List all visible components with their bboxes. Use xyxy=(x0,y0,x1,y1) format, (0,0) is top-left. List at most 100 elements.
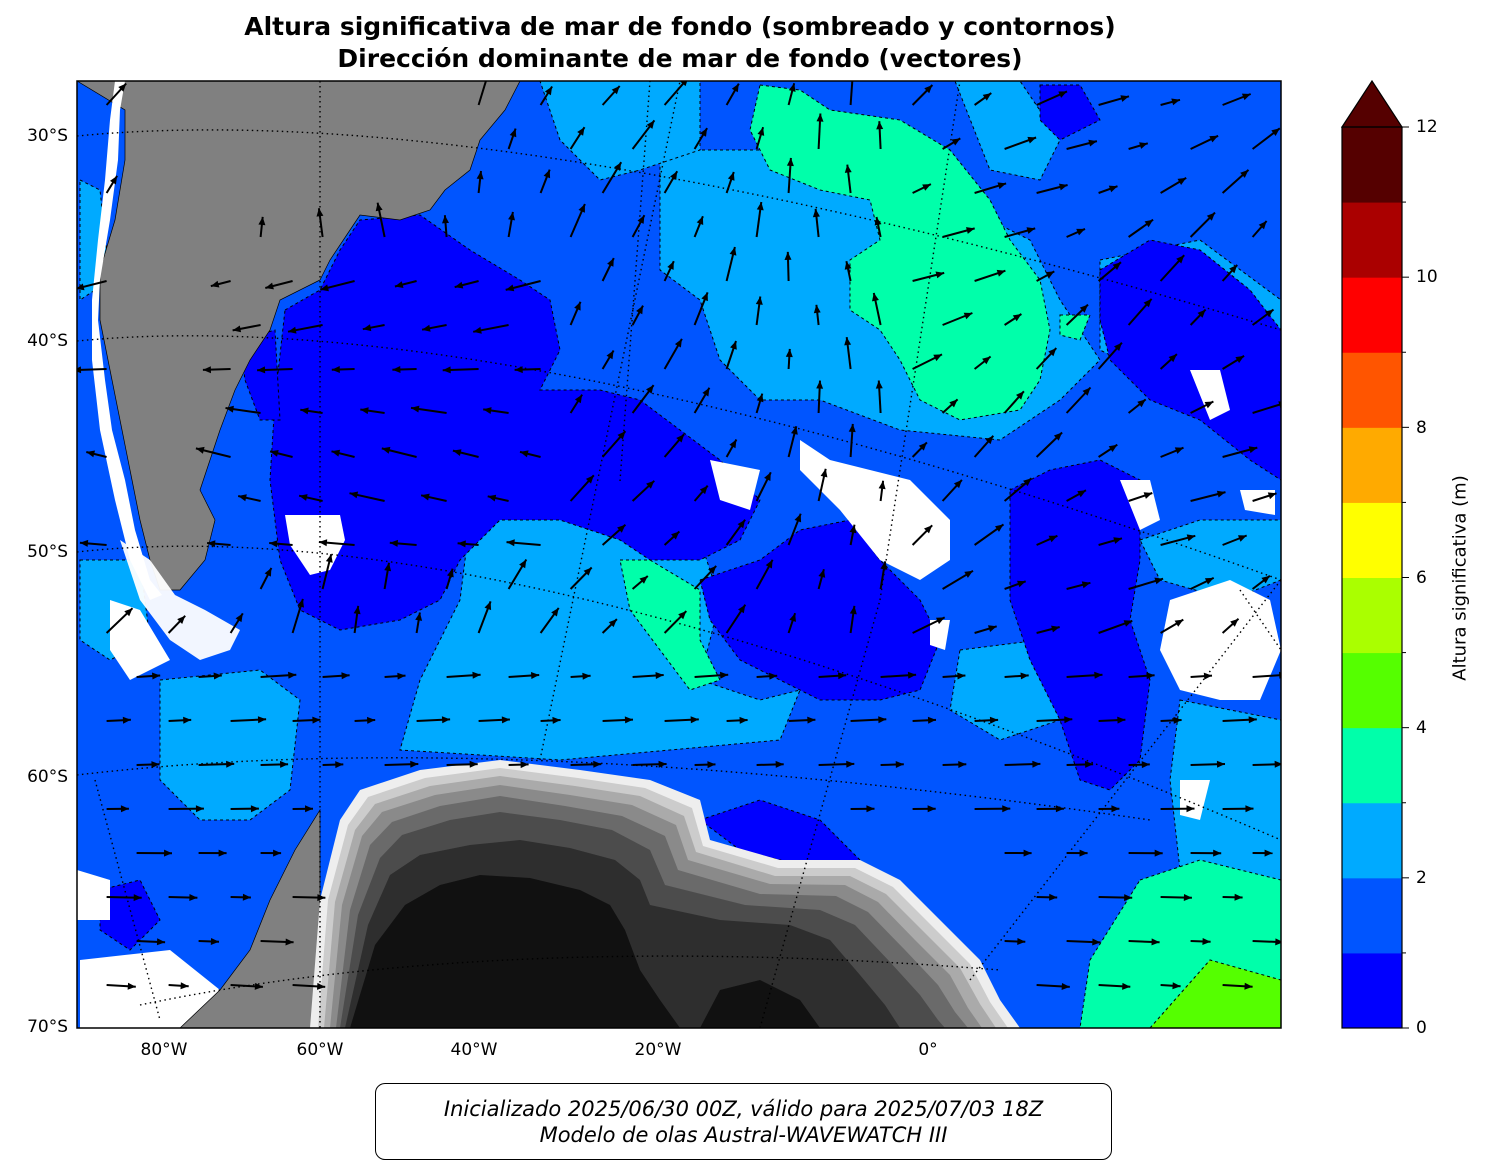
swell-vector-head xyxy=(933,354,942,362)
swell-vector-head xyxy=(1143,492,1153,499)
swell-vector-head xyxy=(1058,91,1067,98)
swell-vector-head xyxy=(985,435,994,445)
swell-vector-head xyxy=(922,184,931,191)
swell-vector-head xyxy=(189,894,198,901)
swell-vector-head xyxy=(958,761,967,768)
swell-vector-head xyxy=(483,72,490,81)
colorbar-segment xyxy=(1342,502,1402,578)
swell-vector-head xyxy=(608,619,617,628)
swell-vector-head xyxy=(1213,849,1222,857)
swell-vector-head xyxy=(273,849,282,857)
swell-vector-head xyxy=(924,525,933,534)
swell-vector-head xyxy=(122,716,131,724)
swell-vector-head xyxy=(1023,478,1032,487)
swell-vector-head xyxy=(316,208,324,217)
swell-vector-head xyxy=(1085,760,1094,768)
swell-vector-head xyxy=(577,127,585,136)
swell-vector-head xyxy=(1264,849,1273,857)
swell-vector-head xyxy=(1171,98,1180,106)
swell-vector-head xyxy=(242,893,251,901)
swell-vector-head xyxy=(708,565,717,575)
swell-vector-shaft xyxy=(1252,674,1281,678)
swell-vector-head xyxy=(270,450,279,457)
swell-vector-head xyxy=(874,217,882,226)
swell-vector-head xyxy=(1032,760,1041,768)
swell-vector-head xyxy=(367,716,376,724)
swell-vector-head xyxy=(846,760,855,768)
swell-vector-head xyxy=(501,716,510,724)
colorbar-segment xyxy=(1342,202,1402,278)
swell-vector-head xyxy=(476,171,484,180)
swell-vector-head xyxy=(1209,135,1219,143)
swell-vector-head xyxy=(637,215,645,224)
swell-vector-head xyxy=(785,348,793,358)
swell-vector-head xyxy=(1183,894,1192,901)
swell-vector-head xyxy=(1202,938,1211,945)
swell-vector-head xyxy=(849,524,857,534)
swell-vector-head xyxy=(907,671,917,679)
swell-vector-head xyxy=(769,672,778,680)
swell-vector-head xyxy=(655,672,664,679)
swell-vector-head xyxy=(875,380,883,389)
swell-vector-head xyxy=(953,479,962,489)
swell-vector-head xyxy=(360,407,369,415)
swell-vector-head xyxy=(509,128,517,138)
swell-vector-head xyxy=(505,284,515,292)
swell-vector-head xyxy=(362,324,372,332)
swell-vector-head xyxy=(680,81,688,87)
swell-vector-head xyxy=(151,761,160,769)
swell-vector-head xyxy=(1267,492,1277,500)
swell-vector-head xyxy=(1012,314,1022,322)
swell-vector-head xyxy=(1048,348,1057,357)
swell-vector-head xyxy=(791,426,798,435)
swell-vector-head xyxy=(611,86,620,95)
map-frame xyxy=(76,80,1282,1029)
swell-vector-head xyxy=(269,540,278,548)
lon-label-0: 0° xyxy=(918,1040,938,1060)
swell-vector-head xyxy=(1206,212,1215,221)
swell-vector-head xyxy=(784,251,792,260)
swell-vector-head xyxy=(1123,620,1133,627)
swell-vector-head xyxy=(232,325,242,333)
swell-vector-head xyxy=(927,805,936,813)
swell-vector-head xyxy=(508,211,515,221)
swell-vector-head xyxy=(257,716,267,724)
swell-vector-head xyxy=(1049,893,1058,901)
swell-vector-head xyxy=(1248,446,1258,454)
swell-vector-head xyxy=(794,513,802,523)
swell-vector-head xyxy=(120,805,129,813)
swell-vector-head xyxy=(1168,354,1177,363)
south-america-land xyxy=(77,81,521,591)
swell-vector-head xyxy=(381,446,391,454)
swell-vector-head xyxy=(258,216,266,226)
swell-vector-head xyxy=(1216,760,1225,768)
swell-vector-head xyxy=(690,716,699,724)
swell-vector-head xyxy=(127,982,136,990)
swell-vector-shaft xyxy=(477,81,487,106)
colorbar-tick-8: 8 xyxy=(1416,418,1427,438)
swell-vector-head xyxy=(331,449,341,457)
colorbar-segment xyxy=(1342,727,1402,804)
swell-vector-head xyxy=(299,494,308,501)
swell-vector-head xyxy=(756,393,764,403)
swell-vector-head xyxy=(1265,309,1274,318)
swell-vector-head xyxy=(849,70,856,78)
swell-vector-head xyxy=(918,442,927,451)
lat-label-30s: 30°S xyxy=(27,126,68,146)
swell-vector-head xyxy=(765,559,773,569)
swell-vector-head xyxy=(624,716,633,724)
swell-vector-head xyxy=(156,938,166,946)
swell-vector-head xyxy=(520,450,529,458)
swell-vector-head xyxy=(1061,983,1070,990)
swell-vector-head xyxy=(1112,262,1121,270)
swell-vector-head xyxy=(1177,177,1187,185)
colorbar-segment xyxy=(1342,952,1402,1029)
swell-vector-head xyxy=(195,446,205,454)
swell-vector-head xyxy=(454,281,464,289)
swell-vector-head xyxy=(202,366,211,374)
lon-label-20w: 20°W xyxy=(634,1040,682,1060)
swell-vector-head xyxy=(949,399,958,408)
colorbar-tick-0: 0 xyxy=(1416,1018,1427,1038)
swell-vector-head xyxy=(1114,342,1122,351)
